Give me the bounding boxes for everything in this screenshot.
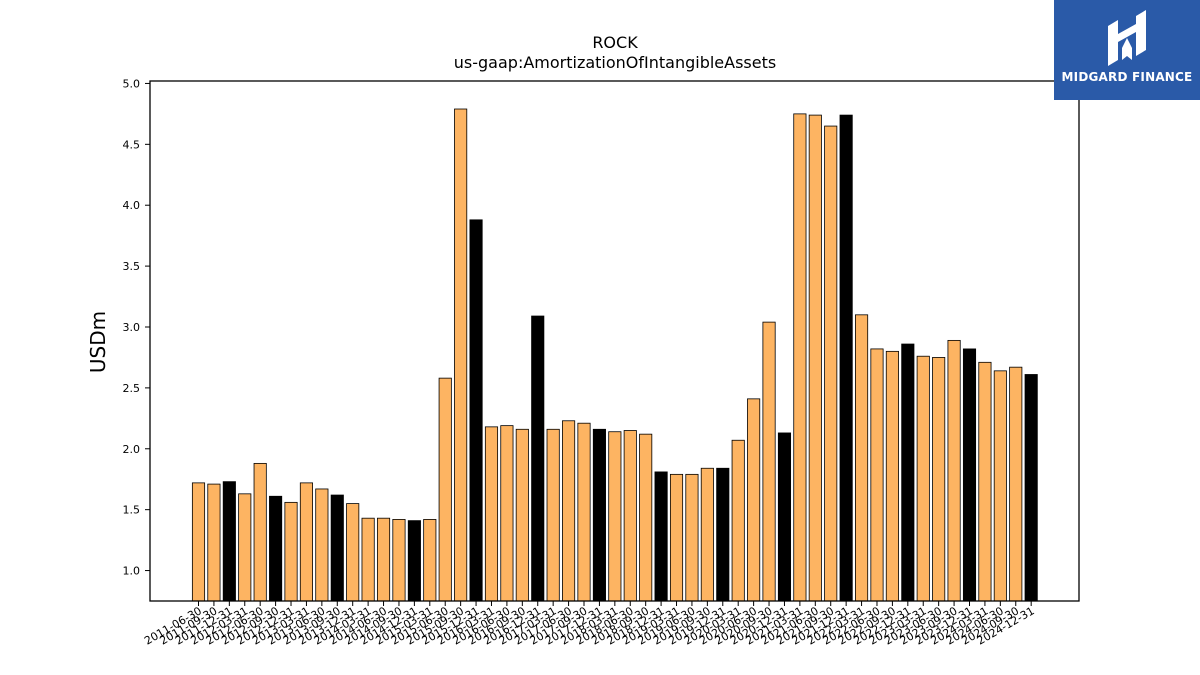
bar-2011-06-30 <box>191 482 206 602</box>
bar-2022-03-31 <box>855 314 869 602</box>
y-tick-label: 2.0 <box>123 443 141 456</box>
x-axis: 2011-06-302011-09-302011-12-312012-03-31… <box>142 601 1037 648</box>
bar-2012-06-30 <box>253 462 267 602</box>
y-tick-label: 4.5 <box>123 138 141 151</box>
bar-2022-06-30 <box>870 348 884 602</box>
bar-2024-03-31 <box>978 361 992 602</box>
bar-2012-03-31 <box>238 493 252 602</box>
bar-2024-06-30 <box>993 370 1007 602</box>
bar-2013-06-30 <box>315 488 329 602</box>
bar-2020-12-31 <box>777 432 792 602</box>
plot-frame <box>149 80 1080 602</box>
bar-2013-03-31 <box>299 482 313 602</box>
bar-2012-09-30 <box>269 495 283 602</box>
bar-2017-12-31 <box>592 428 606 602</box>
bar-2021-09-30 <box>824 125 838 602</box>
y-tick-label: 2.5 <box>123 382 141 395</box>
bar-2011-12-31 <box>222 481 236 602</box>
bar-2019-03-31 <box>669 473 684 602</box>
bar-2021-03-31 <box>793 113 807 602</box>
bar-2022-12-31 <box>901 343 915 602</box>
y-tick-label: 5.0 <box>123 77 141 90</box>
bar-2018-09-30 <box>639 433 653 602</box>
brand-logo: MIDGARD FINANCE <box>1054 0 1200 100</box>
bar-2023-12-31 <box>962 348 977 602</box>
bar-2018-06-30 <box>623 430 637 602</box>
chart-subtitle: us-gaap:AmortizationOfIntangibleAssets <box>454 53 776 72</box>
bar-2016-09-30 <box>515 428 529 602</box>
brand-name: MIDGARD FINANCE <box>1061 70 1193 84</box>
bar-2011-09-30 <box>207 483 221 602</box>
y-tick-label: 3.5 <box>123 260 141 273</box>
bar-2020-03-31 <box>731 439 745 602</box>
bar-2020-06-30 <box>747 398 761 602</box>
bar-2024-09-30 <box>1009 366 1023 602</box>
midgard-logo-icon <box>1108 10 1146 66</box>
bar-2024-12-31 <box>1024 374 1038 602</box>
bar-2013-12-31 <box>346 503 360 602</box>
bar-2022-09-30 <box>885 350 899 602</box>
bar-2016-06-30 <box>500 425 514 602</box>
bar-2017-06-30 <box>562 420 576 602</box>
y-tick-label: 1.0 <box>123 565 141 578</box>
bar-2015-06-30 <box>438 377 452 602</box>
bar-2013-09-30 <box>330 494 344 602</box>
y-tick-label: 3.0 <box>123 321 141 334</box>
bar-2019-09-30 <box>700 467 714 602</box>
bar-2023-03-31 <box>916 355 930 602</box>
y-tick-label: 1.5 <box>123 504 141 517</box>
bar-2016-12-31 <box>531 315 545 602</box>
bar-2023-09-30 <box>947 339 961 602</box>
bar-2015-03-31 <box>423 519 437 602</box>
bars-group <box>191 108 1038 602</box>
bar-2012-12-31 <box>284 501 298 602</box>
bar-2020-09-30 <box>762 321 776 602</box>
bar-2014-09-30 <box>392 519 406 602</box>
bar-2018-12-31 <box>654 471 668 602</box>
bar-2015-09-30 <box>454 108 468 602</box>
bar-2017-03-31 <box>546 428 560 602</box>
bar-2017-09-30 <box>577 422 591 602</box>
chart-title: ROCK <box>592 33 638 52</box>
bar-2021-06-30 <box>808 114 822 602</box>
bar-2018-03-31 <box>608 431 622 602</box>
bar-2015-12-31 <box>469 219 483 602</box>
bar-2014-03-31 <box>361 517 375 602</box>
bar-2023-06-30 <box>932 357 946 602</box>
bar-2014-06-30 <box>376 517 391 602</box>
y-axis-label: USDm <box>86 311 110 373</box>
bar-2016-03-31 <box>484 426 499 602</box>
y-tick-label: 4.0 <box>123 199 141 212</box>
bar-2021-12-31 <box>839 114 853 602</box>
y-axis: 1.0 1.5 2.0 2.5 3.0 3.5 4.0 4.5 5.0 <box>123 77 150 578</box>
bar-2019-06-30 <box>685 473 699 602</box>
bar-2014-12-31 <box>407 520 421 602</box>
bar-2019-12-31 <box>716 467 730 602</box>
